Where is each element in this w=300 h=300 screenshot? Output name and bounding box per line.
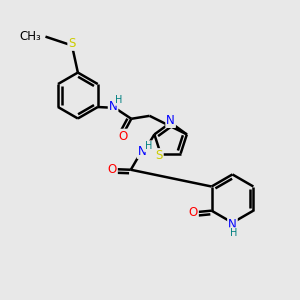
Text: N: N xyxy=(109,100,117,113)
Text: N: N xyxy=(166,114,175,127)
Text: O: O xyxy=(189,206,198,219)
Text: N: N xyxy=(228,218,237,231)
Text: H: H xyxy=(145,141,152,151)
Text: H: H xyxy=(230,228,237,238)
Text: N: N xyxy=(138,145,146,158)
Text: CH₃: CH₃ xyxy=(19,30,41,43)
Text: O: O xyxy=(118,130,128,143)
Text: H: H xyxy=(115,95,123,105)
Text: S: S xyxy=(68,37,76,50)
Text: O: O xyxy=(108,163,117,176)
Text: S: S xyxy=(155,149,163,162)
